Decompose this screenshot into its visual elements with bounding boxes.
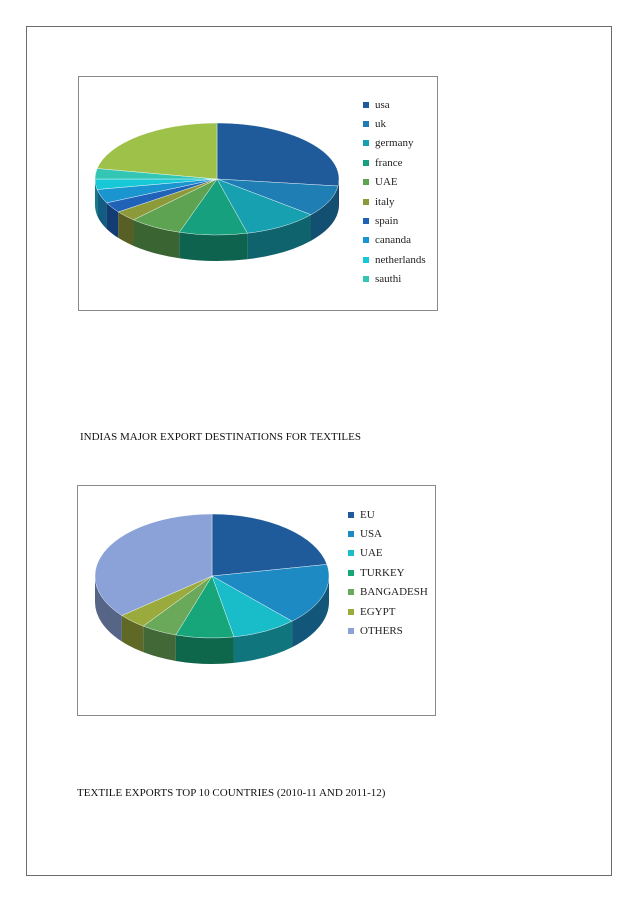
legend-label-bangadesh: BANGADESH bbox=[360, 586, 428, 599]
pie-chart-export-destinations: usa uk germany france UAE italy spain cananda ne… bbox=[78, 76, 438, 311]
legend-item-turkey: TURKEY bbox=[348, 563, 428, 582]
legend-swatch-uk bbox=[363, 121, 369, 128]
legend-swatch-cananda bbox=[363, 237, 369, 244]
legend-label-turkey: TURKEY bbox=[360, 566, 405, 579]
legend-item-usa: usa bbox=[363, 95, 426, 114]
legend-swatch-spain bbox=[363, 218, 369, 225]
legend-export-destinations: usa uk germany france UAE italy spain cananda ne… bbox=[363, 95, 426, 289]
pie-slice-side-egypt bbox=[121, 615, 144, 653]
pie-chart-top-countries: EU USA UAE TURKEY BANGADESH EGYPT OTHERS bbox=[77, 485, 436, 716]
legend-top-countries: EU USA UAE TURKEY BANGADESH EGYPT OTHERS bbox=[348, 505, 428, 641]
pie-chart-1-canvas bbox=[94, 122, 340, 261]
legend-label-uk: uk bbox=[375, 118, 386, 131]
pie-slice-side-uk bbox=[311, 186, 339, 241]
legend-item-uae: UAE bbox=[348, 544, 428, 563]
legend-item-uae: UAE bbox=[363, 173, 426, 192]
pie-slice-side-others bbox=[95, 576, 122, 642]
legend-item-italy: italy bbox=[363, 192, 426, 211]
legend-item-others: OTHERS bbox=[348, 621, 428, 640]
legend-swatch-bangadesh bbox=[348, 589, 354, 596]
legend-swatch-turkey bbox=[348, 569, 354, 576]
legend-label-usa: usa bbox=[375, 98, 390, 111]
legend-swatch-eu bbox=[348, 511, 354, 518]
legend-label-uae: UAE bbox=[360, 547, 383, 560]
legend-item-germany: germany bbox=[363, 134, 426, 153]
legend-swatch-others bbox=[348, 628, 354, 635]
legend-item-netherlands: netherlands bbox=[363, 250, 426, 269]
pie-slice-side-usa bbox=[292, 576, 329, 648]
pie-slice-side-spain bbox=[106, 202, 119, 238]
pie-slice-side-uae bbox=[233, 621, 293, 663]
pie-slice-side-italy bbox=[118, 211, 134, 246]
legend-swatch-usa bbox=[348, 531, 354, 538]
pie-slice-side-bangadesh bbox=[143, 626, 176, 661]
legend-label-germany: germany bbox=[375, 137, 414, 150]
legend-swatch-usa bbox=[363, 101, 369, 108]
caption-top-countries: TEXTILE EXPORTS TOP 10 COUNTRIES (2010-1… bbox=[77, 787, 386, 799]
pie-slice-usa bbox=[211, 564, 330, 622]
pie-slice-others bbox=[94, 513, 213, 616]
pie-slice-side-uae bbox=[133, 219, 180, 259]
legend-swatch-egypt bbox=[348, 608, 354, 615]
legend-item-bangadesh: BANGADESH bbox=[348, 583, 428, 602]
legend-label-cananda: cananda bbox=[375, 234, 412, 247]
legend-label-sauthi: sauthi bbox=[375, 273, 402, 286]
page-frame bbox=[26, 26, 612, 876]
pie-slice-usa bbox=[216, 122, 340, 187]
legend-item-cananda: cananda bbox=[363, 231, 426, 250]
legend-label-france: france bbox=[375, 156, 403, 169]
legend-swatch-uae bbox=[348, 550, 354, 557]
legend-swatch-france bbox=[363, 159, 369, 166]
legend-label-spain: spain bbox=[375, 215, 399, 228]
pie-chart-2-canvas bbox=[94, 513, 330, 664]
pie-slice-unlabeled bbox=[96, 122, 218, 180]
pie-slice-side-germany bbox=[247, 214, 312, 260]
legend-label-egypt: EGYPT bbox=[360, 605, 396, 618]
legend-item-sauthi: sauthi bbox=[363, 270, 426, 289]
legend-swatch-uae bbox=[363, 179, 369, 186]
legend-swatch-sauthi bbox=[363, 276, 369, 283]
pie-slice-germany bbox=[216, 178, 312, 234]
pie-slice-side-turkey bbox=[175, 634, 234, 664]
legend-label-usa: USA bbox=[360, 528, 383, 541]
pie-slice-side-cananda bbox=[97, 189, 107, 229]
legend-item-eu: EU bbox=[348, 505, 428, 524]
pie-slice-eu bbox=[211, 513, 328, 577]
legend-label-eu: EU bbox=[360, 508, 375, 521]
pie-slice-side-usa bbox=[338, 179, 339, 213]
legend-label-italy: italy bbox=[375, 195, 395, 208]
legend-item-egypt: EGYPT bbox=[348, 602, 428, 621]
legend-label-others: OTHERS bbox=[360, 625, 403, 638]
caption-export-destinations: INDIAS MAJOR EXPORT DESTINATIONS FOR TEX… bbox=[80, 431, 361, 443]
legend-swatch-netherlands bbox=[363, 256, 369, 263]
legend-item-france: france bbox=[363, 153, 426, 172]
legend-item-usa: USA bbox=[348, 524, 428, 543]
pie-slice-side-france bbox=[179, 232, 248, 261]
legend-swatch-italy bbox=[363, 198, 369, 205]
legend-item-uk: uk bbox=[363, 114, 426, 133]
legend-label-netherlands: netherlands bbox=[375, 253, 426, 266]
legend-swatch-germany bbox=[363, 140, 369, 147]
legend-item-spain: spain bbox=[363, 211, 426, 230]
legend-label-uae: UAE bbox=[375, 176, 398, 189]
